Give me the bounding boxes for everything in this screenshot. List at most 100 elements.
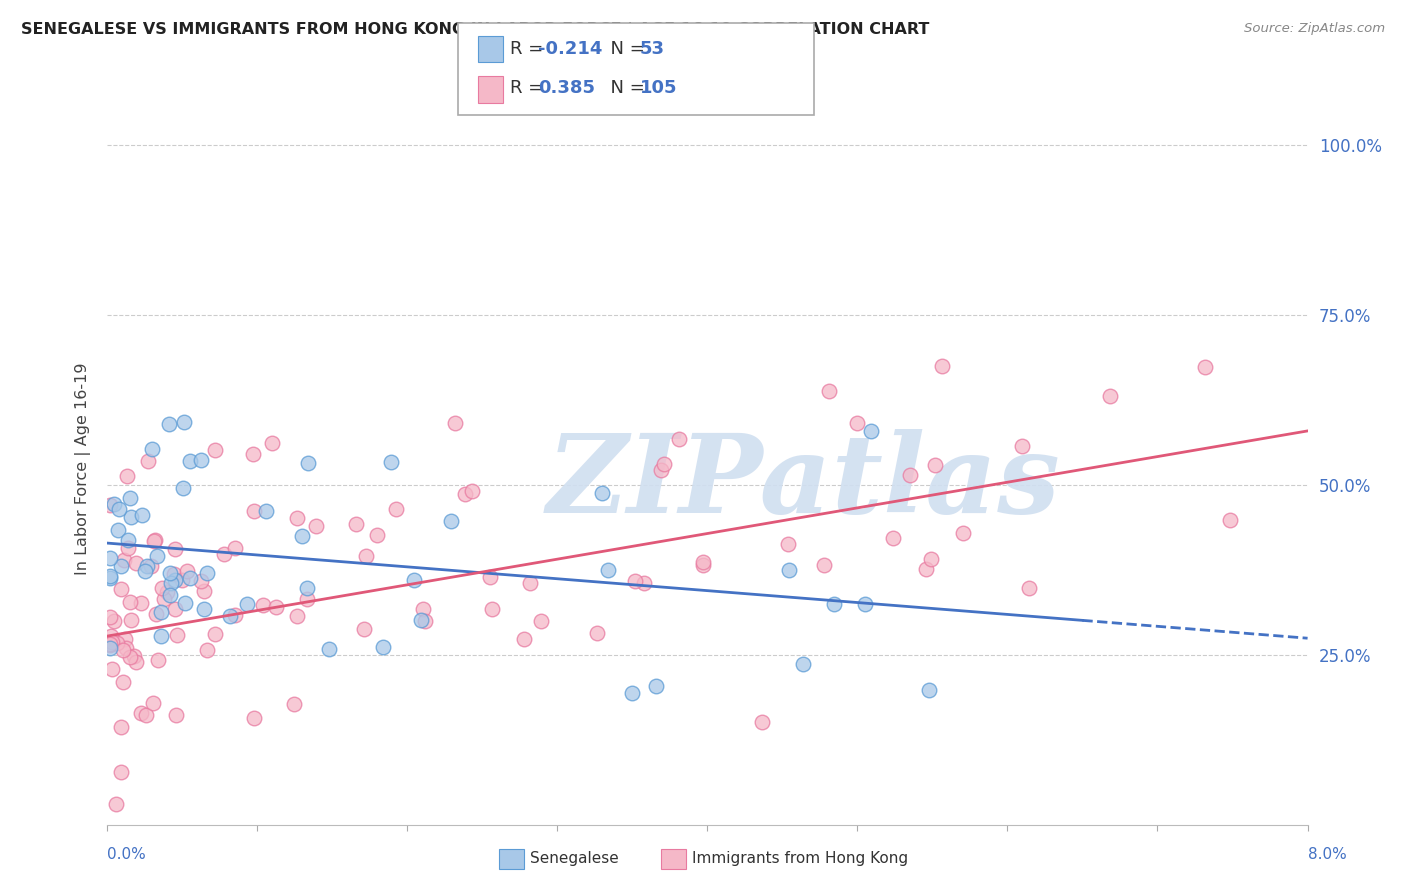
Point xyxy=(440,514,463,528)
Point xyxy=(110,720,132,734)
Point xyxy=(371,640,394,654)
Text: -0.214: -0.214 xyxy=(538,40,603,58)
Y-axis label: In Labor Force | Age 16-19: In Labor Force | Age 16-19 xyxy=(75,362,91,574)
Point xyxy=(148,653,170,667)
Point xyxy=(792,657,814,672)
Point xyxy=(1018,581,1040,595)
Text: SENEGALESE VS IMMIGRANTS FROM HONG KONG IN LABOR FORCE | AGE 16-19 CORRELATION C: SENEGALESE VS IMMIGRANTS FROM HONG KONG … xyxy=(21,22,929,38)
Point xyxy=(291,529,314,543)
Point xyxy=(157,417,180,431)
Point xyxy=(172,481,194,495)
Text: 0.0%: 0.0% xyxy=(107,847,146,862)
Point xyxy=(131,508,153,523)
Point xyxy=(105,636,128,650)
Point xyxy=(644,679,666,693)
Point xyxy=(478,570,501,584)
Point xyxy=(692,555,714,569)
Point xyxy=(924,458,946,473)
Text: Senegalese: Senegalese xyxy=(530,852,619,866)
Point xyxy=(174,596,197,610)
Point xyxy=(921,551,943,566)
Point xyxy=(411,613,433,627)
Point xyxy=(297,456,319,470)
Text: 0.385: 0.385 xyxy=(538,79,596,97)
Point xyxy=(163,541,186,556)
Point xyxy=(586,625,609,640)
Point xyxy=(122,649,145,664)
Point xyxy=(156,585,179,599)
Point xyxy=(136,559,159,574)
Point xyxy=(297,581,319,595)
Point xyxy=(125,655,148,669)
Point xyxy=(176,564,198,578)
Point xyxy=(136,454,159,468)
Point xyxy=(117,533,139,547)
Point xyxy=(160,576,183,591)
Point xyxy=(813,558,835,573)
Point xyxy=(114,632,136,647)
Point xyxy=(224,541,246,555)
Point xyxy=(163,566,186,581)
Point xyxy=(150,605,173,619)
Point xyxy=(120,613,142,627)
Point xyxy=(412,602,434,616)
Point xyxy=(111,675,134,690)
Point xyxy=(114,640,136,655)
Text: Source: ZipAtlas.com: Source: ZipAtlas.com xyxy=(1244,22,1385,36)
Point xyxy=(146,549,169,564)
Point xyxy=(190,453,212,467)
Point xyxy=(101,635,124,649)
Point xyxy=(159,566,181,581)
Point xyxy=(591,486,613,500)
Point xyxy=(110,582,132,597)
Point xyxy=(125,556,148,570)
Point xyxy=(621,686,644,700)
Point xyxy=(1011,439,1033,453)
Point xyxy=(173,415,195,429)
Point xyxy=(353,622,375,636)
Point xyxy=(654,457,676,471)
Point xyxy=(118,594,141,608)
Point xyxy=(918,683,941,698)
Point xyxy=(179,571,201,585)
Point xyxy=(931,359,953,374)
Point xyxy=(952,525,974,540)
Point xyxy=(650,463,672,477)
Point xyxy=(112,553,135,567)
Point xyxy=(134,564,156,578)
Point xyxy=(1219,513,1241,527)
Point xyxy=(818,384,841,398)
Point xyxy=(914,562,936,576)
Point xyxy=(262,436,284,450)
Point xyxy=(1098,388,1121,402)
Text: R =: R = xyxy=(510,40,550,58)
Point xyxy=(179,454,201,468)
Point xyxy=(692,558,714,572)
Point xyxy=(143,533,166,547)
Point xyxy=(295,592,318,607)
Text: ZIPatlas: ZIPatlas xyxy=(547,429,1060,536)
Point xyxy=(318,641,340,656)
Point xyxy=(110,558,132,573)
Point xyxy=(219,609,242,624)
Point xyxy=(190,574,212,589)
Point xyxy=(519,575,541,590)
Point xyxy=(444,416,467,430)
Point xyxy=(354,549,377,563)
Point xyxy=(195,566,218,581)
Point xyxy=(513,632,536,646)
Point xyxy=(266,599,288,614)
Point xyxy=(214,547,236,561)
Point xyxy=(252,599,274,613)
Point xyxy=(100,498,122,512)
Point xyxy=(344,517,367,532)
Point xyxy=(118,491,141,506)
Point xyxy=(242,711,264,725)
Point xyxy=(404,573,426,587)
Point xyxy=(159,588,181,602)
Point xyxy=(98,639,121,653)
Point xyxy=(107,523,129,537)
Point xyxy=(98,610,121,624)
Point xyxy=(129,596,152,610)
Point xyxy=(366,528,388,542)
